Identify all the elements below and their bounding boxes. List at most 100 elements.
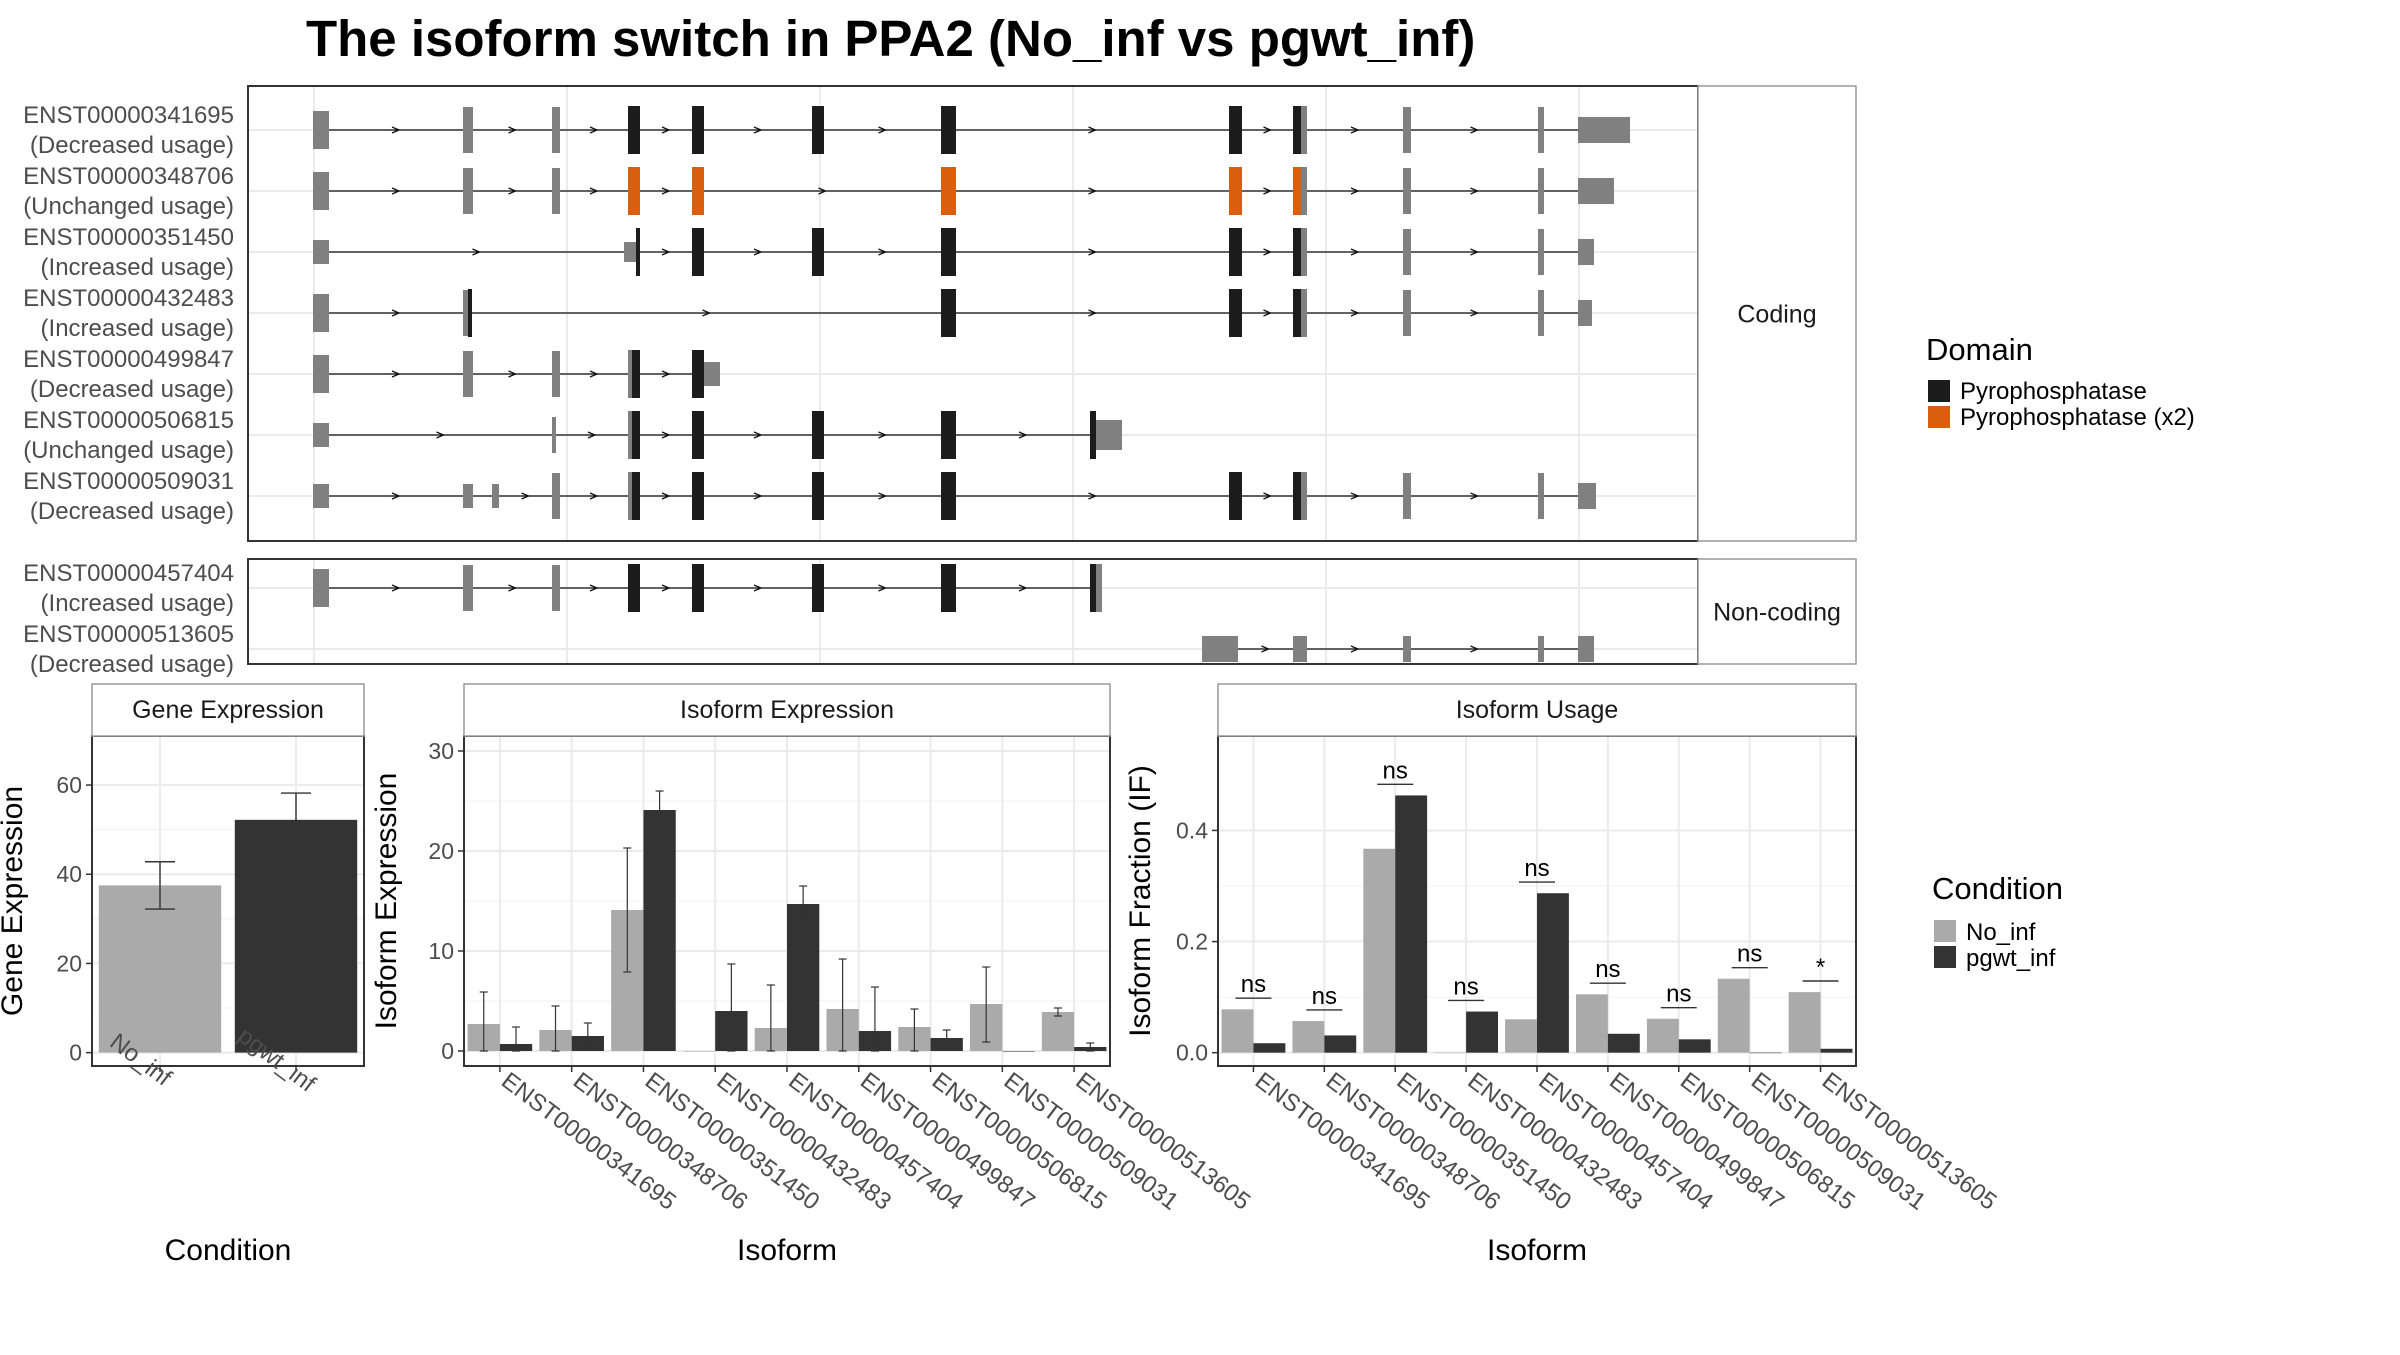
exon [812, 228, 824, 276]
structure-panel: ENST00000341695 (Decreased usage) ENST0000… [23, 85, 1857, 678]
direction-arrow [1088, 309, 1098, 317]
facet-strip [1217, 683, 1857, 737]
transcript-label: ENST00000506815 [23, 407, 234, 434]
bar-pgwt_inf [787, 904, 820, 1051]
exon [692, 411, 704, 459]
significance-label: * [1816, 954, 1825, 981]
exon [692, 350, 704, 398]
transcript-usage-label: (Decreased usage) [30, 498, 234, 525]
exon [628, 564, 640, 612]
transcript-usage-label: (Unchanged usage) [23, 193, 234, 220]
direction-arrow [1470, 492, 1480, 500]
bar-pgwt_inf [1466, 1011, 1499, 1053]
direction-arrow [661, 126, 671, 134]
exon [941, 228, 956, 276]
facet-strip-label: Isoform Expression [680, 696, 894, 724]
transcript-label: ENST00000513605 [23, 621, 234, 648]
direction-arrow [661, 370, 671, 378]
transcript-label: ENST00000348706 [23, 163, 234, 190]
exon [1090, 564, 1096, 612]
exon [1538, 290, 1544, 336]
y-tick-label: 60 [56, 772, 82, 798]
condition-legend-label: No_inf [1966, 919, 2036, 946]
exon [632, 411, 640, 459]
transcript-track [313, 228, 1594, 276]
transcript-label: ENST00000499847 [23, 346, 234, 373]
direction-arrow [878, 248, 888, 256]
bar-No_inf [1363, 848, 1396, 1053]
direction-arrow [1350, 248, 1360, 256]
significance-label: ns [1453, 973, 1478, 1000]
exon [1293, 167, 1301, 215]
transcript-track [313, 350, 720, 398]
facet-strip-label: Non-coding [1713, 599, 1841, 627]
direction-arrow [436, 431, 446, 439]
exon [941, 106, 956, 154]
exon [941, 411, 956, 459]
direction-arrow [1470, 126, 1480, 134]
exon [628, 106, 640, 154]
direction-arrow [1263, 248, 1273, 256]
direction-arrow [1470, 309, 1480, 317]
significance-label: ns [1241, 971, 1266, 998]
significance-label: ns [1383, 757, 1408, 784]
direction-arrow [1350, 187, 1360, 195]
direction-arrow [587, 431, 597, 439]
direction-arrow [818, 187, 828, 195]
transcript-track [313, 289, 1592, 337]
direction-arrow [661, 431, 671, 439]
direction-arrow [1470, 645, 1480, 653]
exon [313, 111, 329, 149]
bar-pgwt_inf [1253, 1043, 1286, 1053]
x-axis-title: Isoform [737, 1234, 837, 1267]
y-axis-title: Gene Expression [0, 786, 29, 1016]
condition-legend-swatch [1934, 920, 1956, 942]
exon [463, 351, 473, 397]
exon [1403, 290, 1411, 336]
exon [1403, 229, 1411, 275]
exon [313, 423, 329, 447]
transcript-track [313, 106, 1630, 154]
exon [552, 107, 560, 153]
exon [463, 290, 471, 336]
direction-arrow [1470, 187, 1480, 195]
transcript-track [313, 411, 1122, 459]
y-tick-label: 0 [441, 1038, 454, 1064]
direction-arrow [702, 309, 712, 317]
structure-panel-background [248, 559, 1698, 664]
facet-strip [1697, 85, 1857, 542]
direction-arrow [589, 126, 599, 134]
y-axis-title: Isoform Expression [370, 773, 403, 1030]
bar-pgwt_inf [1395, 795, 1428, 1053]
exon [492, 484, 499, 508]
direction-arrow [472, 248, 482, 256]
exon [1301, 106, 1307, 154]
direction-arrow [1350, 309, 1360, 317]
exon [628, 350, 632, 398]
direction-arrow [508, 126, 518, 134]
transcript-label: ENST00000432483 [23, 285, 234, 312]
direction-arrow [391, 584, 401, 592]
direction-arrow [878, 584, 888, 592]
direction-arrow [878, 492, 888, 500]
transcript-usage-label: (Decreased usage) [30, 376, 234, 403]
direction-arrow [878, 126, 888, 134]
direction-arrow [508, 584, 518, 592]
bar-pgwt_inf [1002, 1051, 1035, 1052]
exon [812, 564, 824, 612]
y-tick-label: 0 [69, 1040, 82, 1066]
exon [1538, 229, 1544, 275]
exon [468, 289, 472, 337]
direction-arrow [508, 187, 518, 195]
exon [692, 106, 704, 154]
bar-No_inf [1575, 994, 1608, 1053]
transcript-track [313, 564, 1102, 612]
direction-arrow [1350, 126, 1360, 134]
exon [1293, 472, 1301, 520]
direction-arrow [661, 492, 671, 500]
bar-pgwt_inf [1607, 1033, 1640, 1053]
significance-label: ns [1595, 956, 1620, 983]
significance-label: ns [1737, 941, 1762, 968]
bar-pgwt_inf [1324, 1035, 1357, 1053]
direction-arrow [1263, 126, 1273, 134]
